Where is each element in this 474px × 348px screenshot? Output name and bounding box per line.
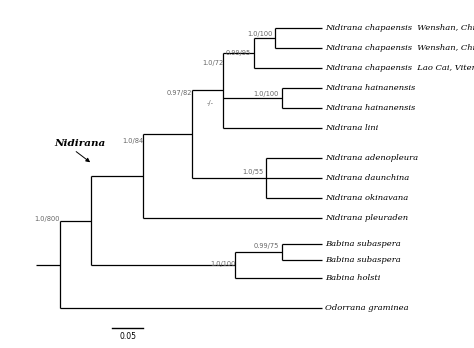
Text: 0.05: 0.05 xyxy=(119,332,137,341)
Text: Nidirana chapaensis  Lao Cai, Vitenam (type locality): Nidirana chapaensis Lao Cai, Vitenam (ty… xyxy=(325,64,474,72)
Text: Nidirana chapaensis  Wenshan, China: Nidirana chapaensis Wenshan, China xyxy=(325,44,474,52)
Text: Nidirana hainanensis: Nidirana hainanensis xyxy=(325,84,415,92)
Text: Babina subaspera: Babina subaspera xyxy=(325,240,401,248)
Text: 1.0/100: 1.0/100 xyxy=(247,31,273,37)
Text: 1.0/84: 1.0/84 xyxy=(122,138,143,144)
Text: Babina subaspera: Babina subaspera xyxy=(325,256,401,264)
Text: Nidirana chapaensis  Wenshan, China: Nidirana chapaensis Wenshan, China xyxy=(325,24,474,32)
Text: Babina holsti: Babina holsti xyxy=(325,274,380,282)
Text: -/-: -/- xyxy=(207,100,214,106)
Text: Nidirana hainanensis: Nidirana hainanensis xyxy=(325,104,415,112)
Text: 0.99/95: 0.99/95 xyxy=(226,50,251,56)
Text: Nidirana pleuraden: Nidirana pleuraden xyxy=(325,214,408,222)
Text: 1.0/800: 1.0/800 xyxy=(35,216,60,222)
Text: 0.97/82: 0.97/82 xyxy=(167,90,192,96)
Text: Nidirana adenopleura: Nidirana adenopleura xyxy=(325,154,418,162)
Text: Nidirana lini: Nidirana lini xyxy=(325,124,378,132)
Text: 1.0/100: 1.0/100 xyxy=(253,91,279,97)
Text: Odorrana graminea: Odorrana graminea xyxy=(325,304,408,313)
Text: Nidirana: Nidirana xyxy=(54,140,105,148)
Text: Nidirana okinavana: Nidirana okinavana xyxy=(325,194,408,202)
Text: 1.0/100: 1.0/100 xyxy=(210,261,236,267)
Text: Nidirana daunchina: Nidirana daunchina xyxy=(325,174,409,182)
Text: 1.0/55: 1.0/55 xyxy=(242,169,263,175)
Text: 0.99/75: 0.99/75 xyxy=(253,243,279,249)
Text: 1.0/72: 1.0/72 xyxy=(202,60,223,66)
